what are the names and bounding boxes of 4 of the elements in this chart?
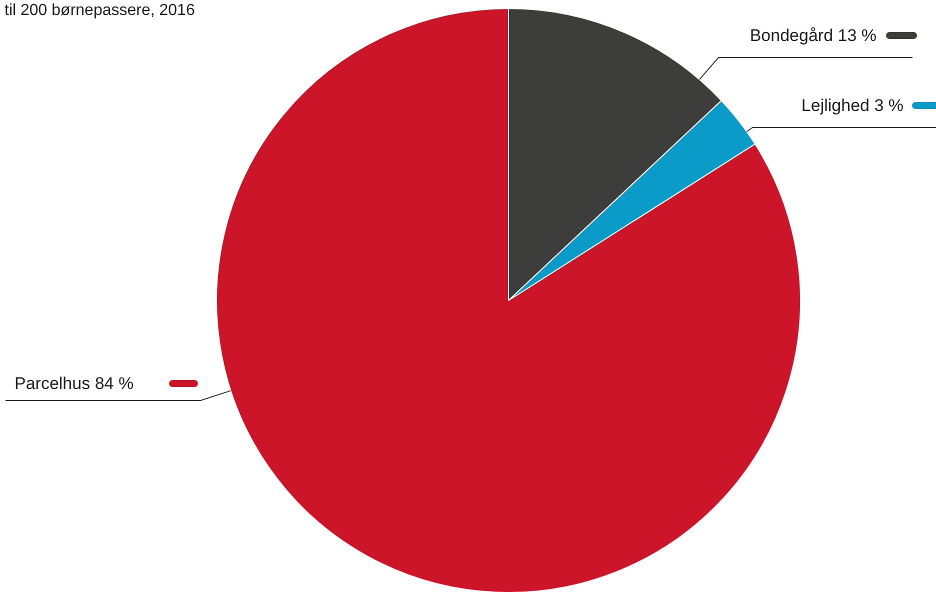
chart-subtitle: til 200 børnepassere, 2016 bbox=[4, 2, 195, 19]
legend-label: Parcelhus 84 % bbox=[14, 374, 134, 393]
legend-label: Bondegård 13 % bbox=[750, 26, 877, 45]
legend-label: Lejlighed 3 % bbox=[801, 96, 904, 115]
